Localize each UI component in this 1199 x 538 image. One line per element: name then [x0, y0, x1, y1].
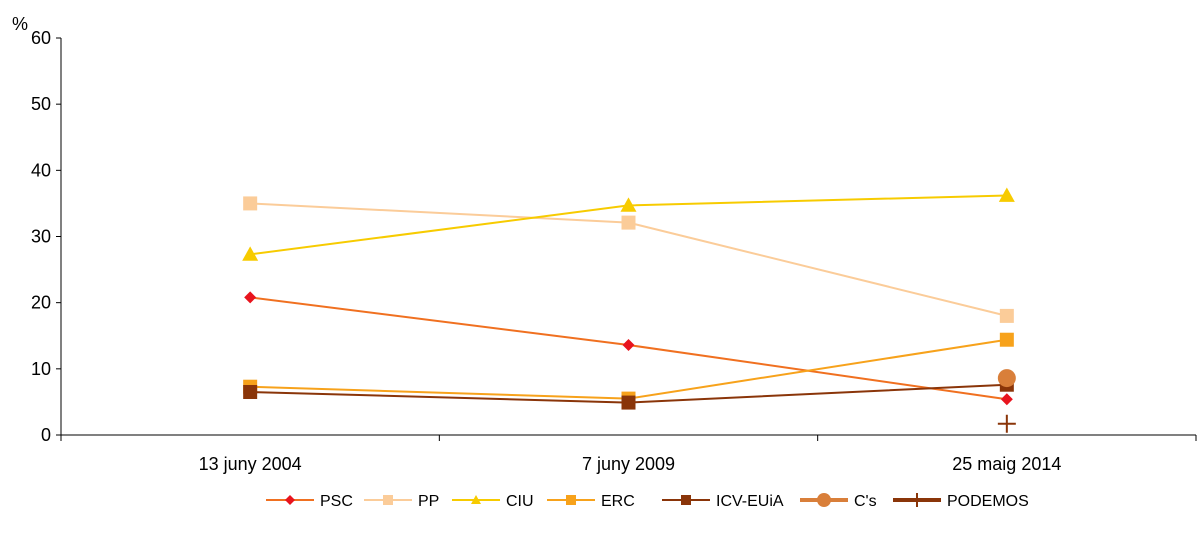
data-point: [997, 369, 1016, 388]
series-c-s: [997, 369, 1016, 388]
legend-label: PSC: [320, 493, 353, 510]
legend-label: ICV-EUiA: [716, 493, 784, 510]
legend-swatch-marker: [566, 495, 576, 505]
data-point: [242, 246, 259, 261]
y-tick-label: 40: [31, 160, 51, 180]
x-axis: 13 juny 2004 7 juny 2009 25 maig 2014: [60, 434, 1197, 474]
data-point: [622, 339, 635, 352]
legend-label: ERC: [601, 493, 635, 510]
y-axis-label: %: [12, 14, 28, 34]
x-tick-label: 13 juny 2004: [199, 454, 302, 474]
y-tick-label: 60: [31, 28, 51, 48]
legend-item: ICV-EUiA: [662, 493, 784, 510]
y-tick-label: 0: [41, 425, 51, 445]
legend-label: PP: [418, 493, 439, 510]
series-layer: [242, 187, 1016, 433]
y-tick-label: 10: [31, 359, 51, 379]
data-point: [998, 187, 1015, 202]
legend-swatch-marker: [817, 493, 831, 507]
data-point: [999, 308, 1014, 323]
data-point: [244, 291, 257, 304]
legend-label: CIU: [506, 493, 534, 510]
data-point: [243, 384, 258, 399]
legend-item: CIU: [452, 493, 534, 510]
data-point: [243, 196, 258, 211]
legend-label: PODEMOS: [947, 493, 1029, 510]
data-point: [621, 215, 636, 230]
legend-item: ERC: [547, 493, 635, 510]
series-podemos: [997, 414, 1016, 433]
legend-item: C's: [800, 493, 877, 510]
data-point: [999, 332, 1014, 347]
series-pp: [243, 196, 1014, 323]
data-point: [620, 197, 637, 212]
legend-swatch-marker: [681, 495, 691, 505]
legend: PSC PP CIU ERC ICV-EUiA C's PODEMOS: [266, 493, 1029, 510]
x-tick-label: 25 maig 2014: [952, 454, 1061, 474]
legend-item: PSC: [266, 493, 353, 510]
data-point: [997, 414, 1016, 433]
data-point: [1000, 393, 1013, 406]
data-point: [621, 395, 636, 410]
legend-swatch-marker: [285, 495, 295, 505]
legend-item: PODEMOS: [893, 493, 1029, 510]
y-tick-label: 50: [31, 94, 51, 114]
legend-label: C's: [854, 493, 877, 510]
legend-swatch-marker: [910, 493, 924, 507]
series-psc: [244, 291, 1013, 406]
legend-item: PP: [364, 493, 439, 510]
legend-swatch-marker: [383, 495, 393, 505]
y-axis: 0 10 20 30 40 50 60: [31, 28, 62, 445]
legend-swatch-marker: [471, 495, 481, 504]
y-tick-label: 20: [31, 293, 51, 313]
series-ciu: [242, 187, 1015, 261]
y-tick-label: 30: [31, 227, 51, 247]
x-tick-label: 7 juny 2009: [582, 454, 675, 474]
